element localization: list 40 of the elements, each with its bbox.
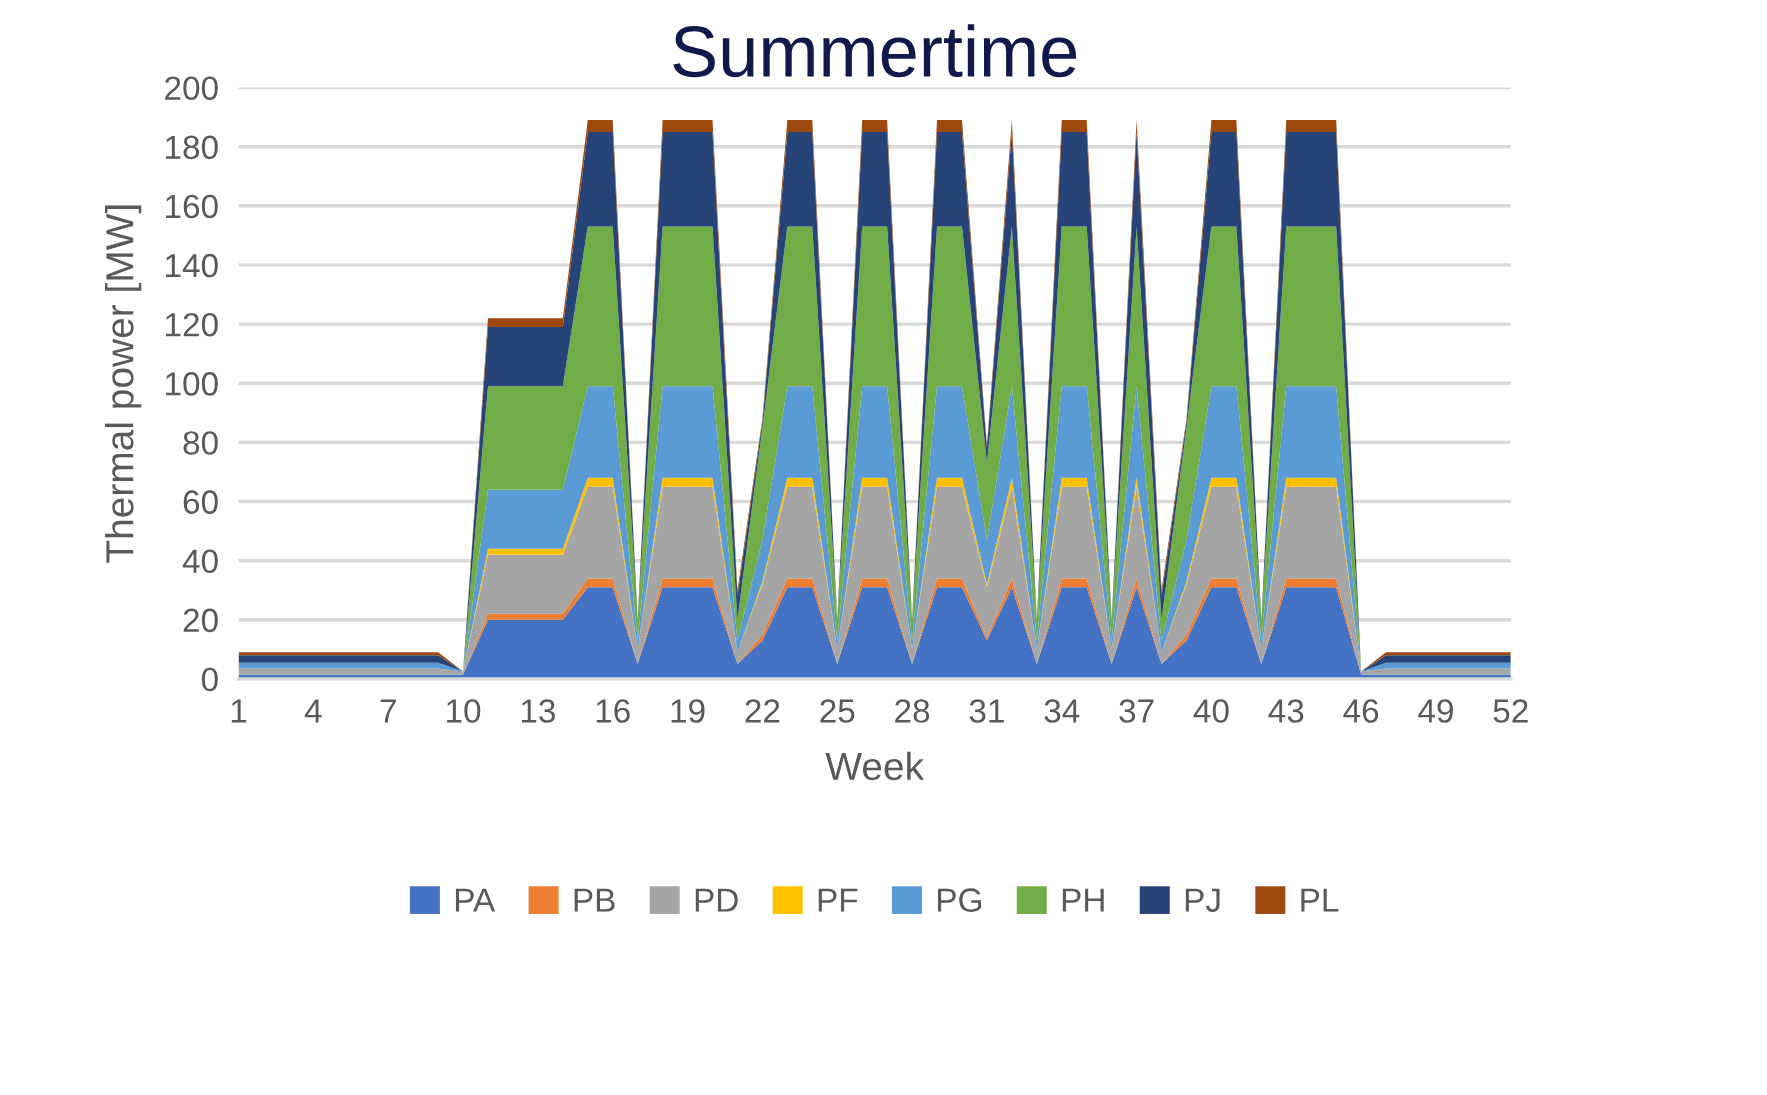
x-tick-label: 19 xyxy=(671,699,705,723)
y-tick-label: 180 xyxy=(166,135,218,160)
legend-label: PD xyxy=(695,888,738,912)
x-tick-label: 7 xyxy=(380,699,396,723)
y-tick-label: 80 xyxy=(183,431,218,455)
x-tick-label: 28 xyxy=(895,699,930,723)
y-tick-label: 120 xyxy=(166,312,218,337)
chart-title: Summertime xyxy=(673,24,1077,78)
legend-label: PH xyxy=(1062,888,1104,912)
x-tick-label: 52 xyxy=(1493,699,1528,723)
legend-label: PJ xyxy=(1185,888,1220,912)
legend-label: PL xyxy=(1301,888,1339,912)
y-axis-title: Thermal power [MW] xyxy=(105,205,142,563)
y-tick-label: 40 xyxy=(182,549,218,574)
x-tick-label: 22 xyxy=(745,699,780,723)
y-tick-label: 20 xyxy=(183,608,218,633)
x-tick-label: 31 xyxy=(969,699,1004,723)
x-tick-label: 1 xyxy=(231,699,247,723)
x-tick-label: 43 xyxy=(1268,699,1304,723)
x-tick-label: 4 xyxy=(304,699,322,723)
x-tick-label: 46 xyxy=(1343,699,1379,723)
x-tick-label: 16 xyxy=(596,699,630,723)
x-tick-label: 49 xyxy=(1418,699,1453,723)
legend-label: PG xyxy=(938,888,981,912)
y-tick-label: 100 xyxy=(166,372,218,396)
legend-label: PB xyxy=(574,888,615,912)
legend-label: PF xyxy=(818,888,858,912)
legend-label: PA xyxy=(455,888,496,912)
y-tick-label: 0 xyxy=(201,667,218,692)
y-tick-label: 160 xyxy=(166,194,218,219)
y-tick-label: 60 xyxy=(183,490,218,514)
x-tick-label: 10 xyxy=(447,699,481,723)
x-tick-label: 25 xyxy=(820,699,855,723)
y-tick-label: 140 xyxy=(166,253,218,278)
x-tick-label: 13 xyxy=(521,699,555,723)
x-tick-label: 34 xyxy=(1044,699,1080,723)
y-tick-label: 200 xyxy=(165,76,218,101)
x-axis-title: Week xyxy=(825,751,925,781)
x-tick-label: 37 xyxy=(1119,699,1154,723)
x-tick-label: 40 xyxy=(1193,699,1229,723)
